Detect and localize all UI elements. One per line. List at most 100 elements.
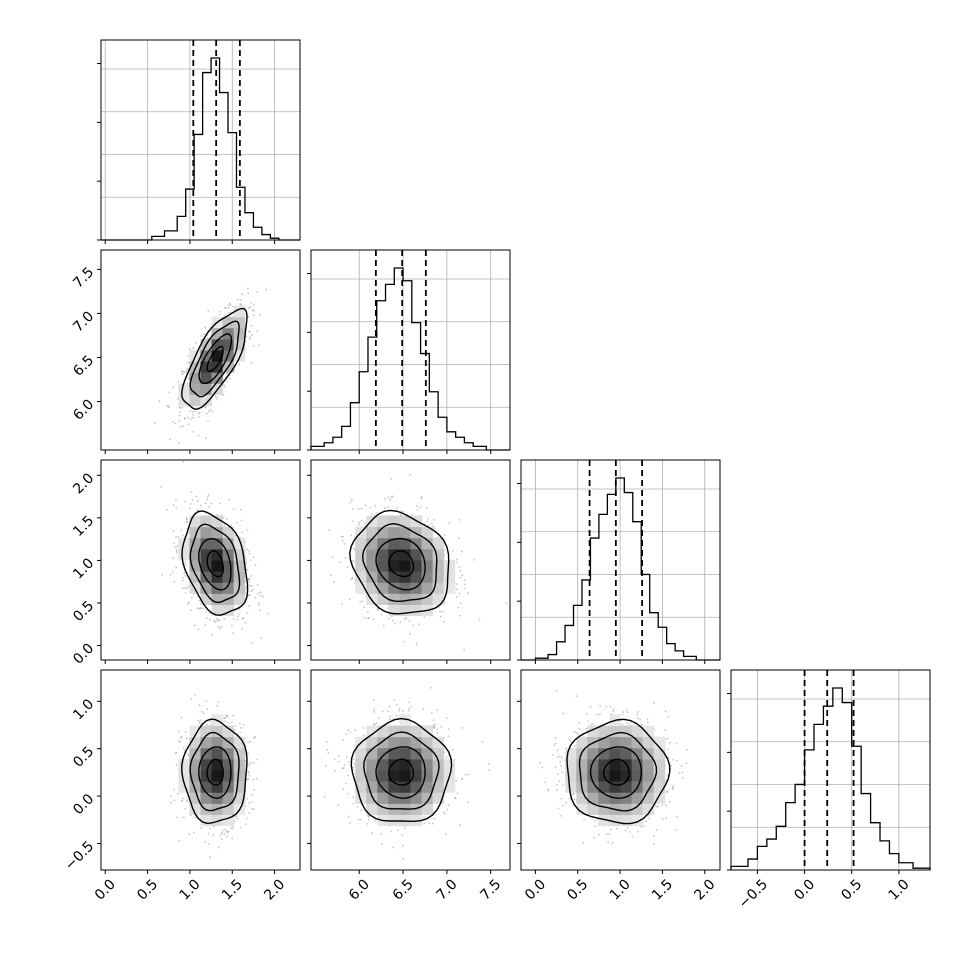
scatter-point: [181, 370, 184, 373]
scatter-point: [189, 502, 192, 505]
scatter-point: [467, 773, 470, 776]
scatter-point: [367, 617, 370, 619]
scatter-point: [358, 521, 360, 524]
scatter-point: [248, 763, 251, 766]
scatter-point: [187, 603, 189, 605]
contour-line: [361, 522, 438, 603]
scatter-point: [376, 608, 379, 610]
scatter-point: [232, 632, 235, 635]
density-panel-1-2: [307, 459, 511, 664]
scatter-point: [197, 628, 200, 630]
density-cell: [178, 548, 190, 561]
scatter-point: [402, 858, 405, 860]
scatter-point: [190, 698, 193, 701]
scatter-point: [247, 577, 250, 580]
contour-line: [189, 731, 240, 812]
scatter-point: [211, 633, 214, 636]
density-cell: [222, 758, 235, 771]
density-cell: [366, 548, 378, 561]
scatter-point: [455, 595, 458, 598]
scatter-point: [217, 618, 220, 621]
scatter-point: [338, 561, 341, 563]
scatter-point: [383, 506, 386, 509]
contour-line: [198, 746, 232, 799]
density-cell: [222, 537, 235, 550]
density-cell: [211, 526, 224, 539]
contour-line: [388, 550, 415, 578]
scatter-point: [351, 559, 354, 562]
scatter-point: [360, 507, 363, 510]
contour-line: [198, 537, 232, 591]
density-cell: [233, 350, 246, 362]
scatter-point: [463, 579, 466, 582]
scatter-point: [204, 406, 207, 409]
density-cell: [388, 593, 400, 605]
scatter-point: [258, 601, 260, 604]
scatter-point: [218, 619, 221, 622]
scatter-point: [184, 561, 186, 564]
scatter-point: [196, 595, 199, 598]
scatter-point: [372, 618, 375, 621]
scatter-point: [246, 568, 249, 571]
scatter-point: [193, 624, 196, 627]
scatter-point: [405, 616, 407, 619]
density-cell: [211, 515, 224, 528]
scatter-point: [206, 708, 209, 711]
scatter-point: [247, 752, 249, 755]
scatter-point: [461, 727, 464, 729]
scatter-point: [458, 566, 461, 569]
scatter-point: [259, 313, 261, 316]
density-cell: [200, 593, 213, 605]
contour-line: [375, 537, 426, 591]
scatter-point: [180, 736, 183, 739]
scatter-point: [176, 545, 179, 548]
scatter-point: [200, 335, 203, 337]
density-cell: [200, 526, 213, 539]
scatter-point: [241, 293, 244, 296]
density-cell: [410, 548, 423, 561]
scatter-point: [192, 347, 195, 349]
scatter-point: [196, 509, 199, 511]
density-cell: [189, 383, 201, 395]
scatter-point: [181, 373, 184, 376]
scatter-point: [353, 547, 356, 550]
scatter-point: [208, 827, 211, 830]
scatter-point: [185, 737, 188, 739]
scatter-point: [363, 606, 366, 609]
scatter-point: [225, 714, 228, 717]
scatter-point: [178, 740, 180, 743]
scatter-point: [238, 363, 241, 366]
density-cell: [222, 316, 235, 329]
density-cell: [388, 548, 400, 561]
density-cell: [189, 560, 201, 572]
scatter-point: [206, 498, 209, 501]
scatter-point: [455, 588, 458, 590]
scatter-point: [170, 795, 172, 798]
scatter-point: [402, 510, 405, 513]
contour-line: [189, 320, 240, 398]
scatter-point: [223, 523, 226, 526]
scatter-point: [187, 355, 190, 357]
scatter-point: [228, 302, 231, 305]
scatter-point: [362, 727, 365, 729]
density-cell: [200, 560, 213, 572]
density-cell: [222, 803, 235, 815]
density-cell: [421, 571, 434, 583]
density-cell: [410, 526, 423, 539]
density-cell: [443, 582, 456, 594]
scatter-point: [198, 599, 201, 602]
scatter-point: [196, 499, 199, 502]
scatter-point: [167, 405, 170, 408]
scatter-point: [180, 800, 183, 802]
scatter-point: [172, 504, 175, 507]
hist-panel-3: [727, 669, 931, 871]
scatter-point: [180, 716, 183, 719]
density-cell: [432, 548, 445, 561]
scatter-point: [192, 831, 195, 834]
scatter-point: [182, 746, 185, 749]
scatter-point: [267, 612, 270, 615]
scatter-point: [247, 578, 250, 580]
density-cell: [377, 560, 389, 572]
scatter-point: [350, 534, 353, 537]
